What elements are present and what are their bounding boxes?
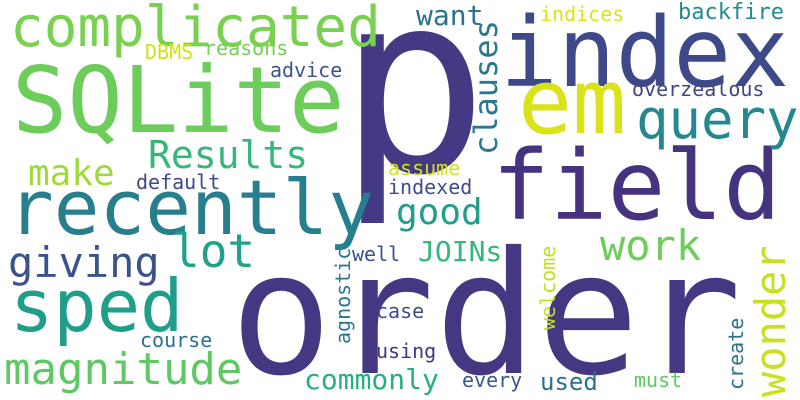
word-field: field (492, 130, 781, 242)
word-welcome: welcome (536, 245, 560, 330)
word-lot: lot (172, 224, 256, 278)
word-index: index (500, 0, 789, 109)
word-magnitude: magnitude (4, 344, 243, 395)
word-want: want (416, 0, 484, 32)
word-clauses: clauses (467, 20, 505, 155)
word-used: used (540, 368, 598, 396)
word-dbms: DBMS (145, 40, 194, 64)
word-overzealous: overzealous (632, 77, 765, 101)
word-create: create (724, 317, 748, 390)
word-em: em (518, 50, 627, 155)
word-indices: indices (540, 2, 625, 26)
word-commonly: commonly (304, 363, 439, 396)
word-make: make (28, 153, 115, 194)
word-reasons: reasons (204, 36, 289, 60)
word-indexed: indexed (388, 175, 473, 199)
word-giving: giving (8, 238, 160, 287)
word-agnostic: agnostic (331, 247, 355, 344)
word-assume: assume (388, 156, 461, 180)
word-wonder: wonder (746, 245, 795, 397)
word-backfire: backfire (678, 0, 784, 25)
word-sped: sped (10, 264, 184, 348)
word-p: p (338, 0, 489, 230)
word-every: every (462, 368, 523, 392)
word-query: query (636, 88, 799, 151)
word-sqlite: SQLite (12, 47, 345, 154)
word-well: well (352, 242, 401, 266)
word-must: must (634, 368, 683, 392)
word-recently: recently (8, 163, 375, 252)
word-work: work (600, 221, 702, 270)
word-default: default (136, 170, 221, 194)
word-complicated: complicated (10, 0, 381, 60)
word-case: case (376, 299, 425, 323)
word-advice: advice (270, 58, 343, 82)
word-good: good (396, 192, 483, 233)
word-order: order (230, 216, 742, 400)
word-joins: JOINs (418, 235, 503, 268)
word-results: Results (148, 133, 309, 177)
word-using: using (376, 339, 437, 363)
word-course: course (140, 328, 213, 352)
